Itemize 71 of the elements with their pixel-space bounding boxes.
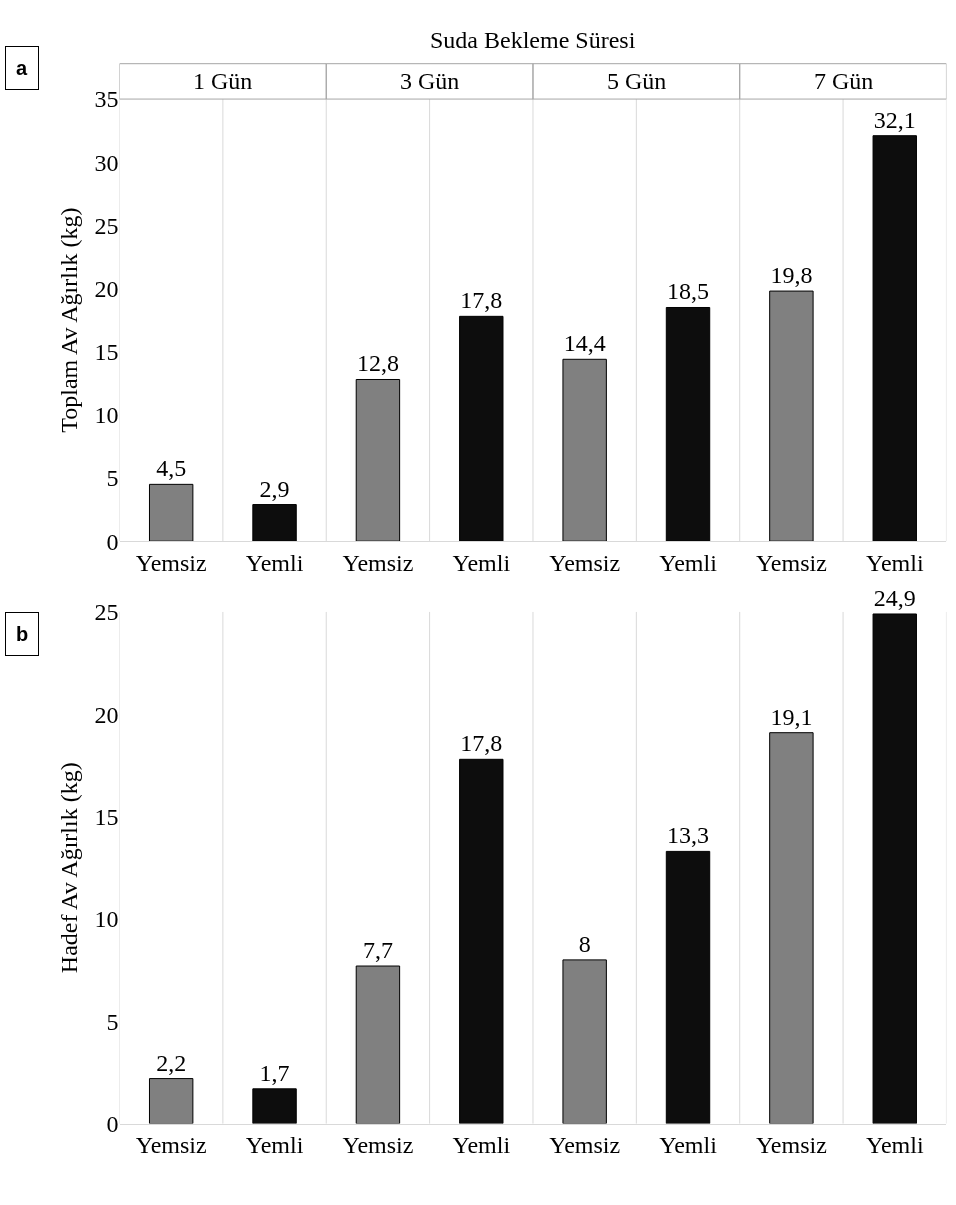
data-label: 1,7 <box>259 1059 290 1086</box>
x-tick-label: Yemli <box>245 549 304 576</box>
data-label: 7,7 <box>362 937 393 964</box>
bar <box>148 483 194 542</box>
x-tick-label: Yemli <box>865 549 924 576</box>
text: 5 Gün <box>607 68 667 94</box>
y-tick-label: 25 <box>94 212 119 239</box>
data-label: 12,8 <box>356 350 399 377</box>
bar <box>459 758 504 1124</box>
y-axis-title: Toplam Av Ağırlık (kg) <box>55 207 82 433</box>
y-tick-label: 35 <box>94 86 119 113</box>
data-label: 4,5 <box>156 455 187 482</box>
x-tick-label: Yemsiz <box>135 1132 207 1159</box>
text: a <box>16 57 28 79</box>
bar <box>148 1078 194 1124</box>
y-tick-label: 15 <box>94 804 119 830</box>
x-tick-label: Yemsiz <box>135 549 207 576</box>
text: 1 Gün <box>193 68 253 94</box>
bar <box>769 732 814 1124</box>
y-tick-label: 25 <box>94 599 119 626</box>
x-tick-label: Yemsiz <box>755 1132 827 1159</box>
x-tick-label: Yemsiz <box>342 549 414 576</box>
bar <box>562 959 607 1124</box>
data-label: 17,8 <box>460 730 503 757</box>
data-label: 19,8 <box>770 262 813 289</box>
text: 3 Gün <box>400 68 460 94</box>
data-label: 24,9 <box>873 584 916 611</box>
y-tick-label: 10 <box>94 402 119 429</box>
x-tick-label: Yemli <box>452 1132 511 1159</box>
y-tick-label: 0 <box>106 528 119 555</box>
text: 7 Gün <box>814 68 874 94</box>
y-tick-label: 20 <box>94 275 119 302</box>
x-tick-label: Yemsiz <box>549 549 621 576</box>
bar <box>769 290 814 542</box>
x-tick-label: Yemsiz <box>549 1132 621 1159</box>
bar <box>355 379 401 542</box>
x-tick-label: Yemli <box>452 549 511 576</box>
data-label: 18,5 <box>667 278 710 305</box>
x-tick-label: Yemsiz <box>342 1132 414 1159</box>
bar <box>872 135 917 542</box>
y-tick-label: 20 <box>94 701 119 728</box>
data-label: 17,8 <box>460 287 503 314</box>
y-tick-label: 15 <box>94 339 119 366</box>
y-tick-label: 5 <box>106 465 119 492</box>
y-tick-label: 30 <box>94 149 119 176</box>
data-label: 8 <box>578 930 591 957</box>
bar <box>562 358 607 542</box>
bar <box>355 965 401 1124</box>
bar <box>665 850 711 1124</box>
data-label: 2,9 <box>259 475 290 502</box>
bar <box>459 315 504 542</box>
y-axis-title: Hadef Av Ağırlık (kg) <box>55 762 82 974</box>
y-tick-label: 10 <box>94 906 119 933</box>
x-tick-label: Yemli <box>659 549 718 576</box>
bar <box>252 1088 297 1124</box>
x-tick-label: Yemsiz <box>755 549 827 576</box>
data-label: 32,1 <box>873 106 916 133</box>
data-label: 14,4 <box>563 330 606 357</box>
y-tick-label: 5 <box>106 1008 119 1035</box>
y-tick-label: 0 <box>106 1111 119 1138</box>
chart-title: Suda Bekleme Süresi <box>430 27 636 53</box>
data-label: 2,2 <box>156 1049 187 1076</box>
bar <box>665 307 711 542</box>
data-label: 13,3 <box>667 822 710 849</box>
bar <box>872 613 917 1124</box>
x-tick-label: Yemli <box>865 1132 924 1159</box>
x-tick-label: Yemli <box>245 1132 304 1159</box>
bar <box>252 504 297 542</box>
data-label: 19,1 <box>770 703 813 730</box>
x-tick-label: Yemli <box>659 1132 718 1159</box>
text: b <box>16 623 29 645</box>
